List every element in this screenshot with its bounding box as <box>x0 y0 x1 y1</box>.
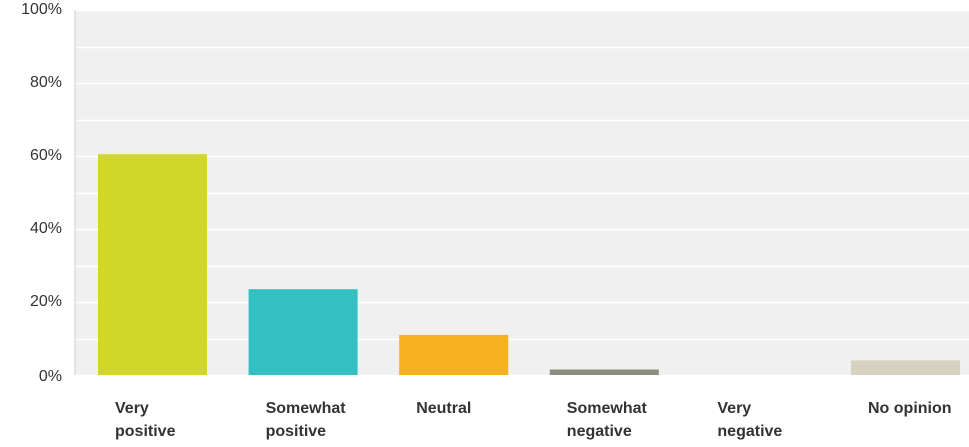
bar <box>248 289 358 375</box>
bar <box>399 334 509 375</box>
x-category-label: Neutral <box>416 400 471 417</box>
x-category-label: Somewhat negative <box>567 400 648 440</box>
x-category-label-line: Neutral <box>416 400 471 417</box>
x-category-label-line: positive <box>115 423 176 440</box>
x-category-label-line: negative <box>717 423 782 440</box>
y-tick-label: 100% <box>21 1 62 18</box>
x-category-label-line: negative <box>567 423 632 440</box>
y-tick-label: 60% <box>30 147 62 164</box>
gridlines <box>75 9 969 377</box>
y-tick-label: 0% <box>39 368 62 385</box>
x-category-label-line: Very <box>717 400 751 417</box>
bars <box>98 154 960 375</box>
x-category-label-line: Somewhat <box>567 400 648 417</box>
y-tick-label: 80% <box>30 74 62 91</box>
x-category-label: Very negative <box>717 400 782 440</box>
x-category-label: Very positive <box>115 400 176 440</box>
x-category-label: Somewhat positive <box>266 400 347 440</box>
y-axis-ticks: 0% 20% 40% 60% 80% 100% <box>21 1 62 385</box>
plot-background <box>75 10 969 375</box>
y-tick-label: 20% <box>30 293 62 310</box>
bar <box>549 369 659 375</box>
x-category-label-line: No opinion <box>868 400 952 417</box>
y-tick-label: 40% <box>30 220 62 237</box>
bar <box>98 154 207 375</box>
x-category-label: No opinion <box>868 400 952 417</box>
bar <box>851 360 960 375</box>
x-axis-labels: Very positive Somewhat positive Neutral Somew… <box>115 400 952 440</box>
x-category-label-line: Very <box>115 400 149 417</box>
x-category-label-line: Somewhat <box>266 400 347 417</box>
x-category-label-line: positive <box>266 423 327 440</box>
